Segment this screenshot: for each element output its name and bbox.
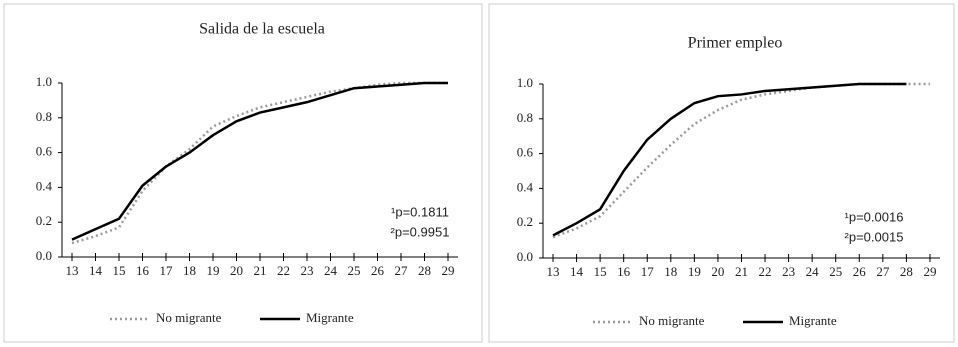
x-tick-label: 24 [806,264,820,279]
x-tick-label: 18 [664,264,677,279]
x-tick-label: 18 [183,263,196,278]
x-tick-label: 23 [301,263,314,278]
line-series [71,81,448,241]
x-tick-label: 21 [735,264,748,279]
x-tick-label: 16 [617,264,631,279]
y-tick-label: 0.4 [517,179,534,194]
x-tick-label: 27 [876,264,890,279]
annotation: ²p=0.9951 [391,224,450,239]
x-tick-label: 25 [348,263,361,278]
legend-label: Migrante [789,313,837,328]
x-tick-label: 27 [395,263,409,278]
annotation: ²p=0.0015 [845,229,904,244]
x-tick-label: 21 [254,263,267,278]
x-tick-label: 19 [688,264,701,279]
x-tick-label: 17 [160,263,174,278]
panel-frame [488,3,955,343]
y-tick-label: 0.0 [36,248,52,263]
y-tick-label: 0.0 [517,249,533,264]
x-tick-label: 22 [277,263,290,278]
y-tick-label: 0.4 [36,178,53,193]
x-tick-label: 13 [66,263,79,278]
line-series [552,82,930,239]
y-tick-label: 1.0 [517,75,533,90]
panel-frame [3,3,483,343]
x-tick-label: 24 [324,263,338,278]
legend-label: No migrante [156,310,222,325]
y-tick-label: 0.6 [517,145,534,160]
y-tick-label: 0.8 [36,109,52,124]
y-tick-label: 1.0 [36,74,52,89]
x-tick-label: 15 [594,264,607,279]
x-tick-label: 19 [207,263,220,278]
x-tick-label: 16 [136,263,150,278]
legend-label: Migrante [306,310,354,325]
legend-label: No migrante [639,313,705,328]
x-tick-label: 28 [900,264,913,279]
x-tick-label: 20 [711,264,724,279]
line-series [552,82,907,237]
chart-title: Salida de la escuela [199,21,325,38]
annotation: ¹p=0.0016 [845,209,904,224]
x-tick-label: 17 [641,264,655,279]
x-tick-label: 23 [782,264,795,279]
y-tick-label: 0.8 [517,110,533,125]
y-tick-label: 0.2 [517,214,533,229]
x-tick-label: 14 [570,264,584,279]
x-tick-label: 29 [442,263,455,278]
y-tick-label: 0.6 [36,144,53,159]
x-tick-label: 28 [418,263,431,278]
x-tick-label: 22 [759,264,772,279]
x-tick-label: 13 [547,264,560,279]
x-tick-label: 15 [113,263,126,278]
x-tick-label: 20 [230,263,243,278]
annotation: ¹p=0.1811 [391,204,449,219]
x-tick-label: 26 [371,263,385,278]
chart-title: Primer empleo [688,35,783,52]
y-tick-label: 0.2 [36,213,52,228]
x-tick-label: 26 [853,264,867,279]
x-tick-label: 29 [923,264,936,279]
x-tick-label: 14 [89,263,103,278]
x-tick-label: 25 [829,264,842,279]
